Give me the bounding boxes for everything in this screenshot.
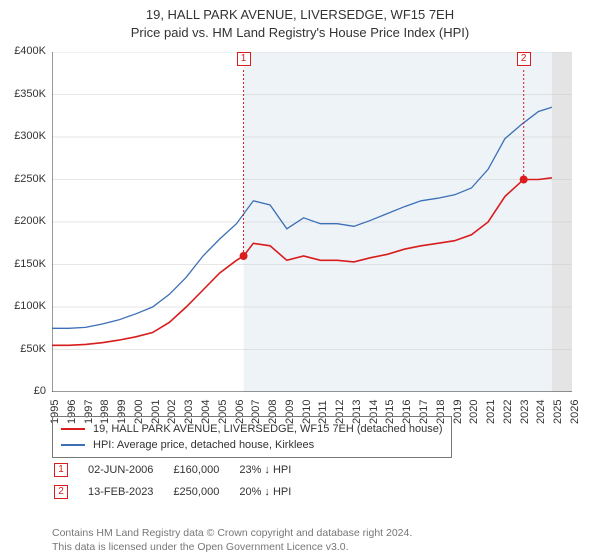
x-axis-tick-label: 2020 — [468, 400, 480, 424]
y-axis-tick-label: £250K — [2, 173, 46, 185]
y-axis-tick-label: £200K — [2, 215, 46, 227]
chart-title: 19, HALL PARK AVENUE, LIVERSEDGE, WF15 7… — [0, 0, 600, 42]
chart-area: £0£50K£100K£150K£200K£250K£300K£350K£400… — [52, 52, 572, 392]
legend-label: 19, HALL PARK AVENUE, LIVERSEDGE, WF15 7… — [93, 423, 443, 435]
legend: 19, HALL PARK AVENUE, LIVERSEDGE, WF15 7… — [52, 416, 452, 458]
chart-marker-label: 1 — [237, 52, 251, 66]
marker-number-box: 2 — [54, 485, 68, 499]
marker-delta: 23% ↓ HPI — [239, 460, 309, 480]
marker-price: £250,000 — [173, 482, 237, 502]
x-axis-tick-label: 2023 — [519, 400, 531, 424]
x-axis-tick-label: 2019 — [452, 400, 464, 424]
footer-line: Contains HM Land Registry data © Crown c… — [52, 526, 412, 540]
table-row: 2 13-FEB-2023 £250,000 20% ↓ HPI — [54, 482, 309, 502]
line-chart — [52, 52, 572, 392]
y-axis-tick-label: £50K — [2, 343, 46, 355]
footer-attribution: Contains HM Land Registry data © Crown c… — [52, 526, 412, 554]
y-axis-tick-label: £150K — [2, 258, 46, 270]
marker-date: 02-JUN-2006 — [88, 460, 171, 480]
marker-table: 1 02-JUN-2006 £160,000 23% ↓ HPI 2 13-FE… — [52, 458, 311, 504]
x-axis-tick-label: 2022 — [502, 400, 514, 424]
chart-marker-label: 2 — [517, 52, 531, 66]
footer-line: This data is licensed under the Open Gov… — [52, 540, 412, 554]
legend-item: HPI: Average price, detached house, Kirk… — [61, 437, 443, 453]
marker-delta: 20% ↓ HPI — [239, 482, 309, 502]
y-axis-tick-label: £0 — [2, 385, 46, 397]
legend-swatch — [61, 428, 85, 430]
title-subtitle: Price paid vs. HM Land Registry's House … — [0, 24, 600, 42]
y-axis-tick-label: £350K — [2, 88, 46, 100]
marker-date: 13-FEB-2023 — [88, 482, 171, 502]
table-row: 1 02-JUN-2006 £160,000 23% ↓ HPI — [54, 460, 309, 480]
marker-number-box: 1 — [54, 463, 68, 477]
x-axis-tick-label: 2021 — [485, 400, 497, 424]
legend-item: 19, HALL PARK AVENUE, LIVERSEDGE, WF15 7… — [61, 421, 443, 437]
y-axis-tick-label: £400K — [2, 45, 46, 57]
legend-swatch — [61, 444, 85, 445]
marker-price: £160,000 — [173, 460, 237, 480]
y-axis-tick-label: £100K — [2, 300, 46, 312]
y-axis-tick-label: £300K — [2, 130, 46, 142]
x-axis-tick-label: 2025 — [552, 400, 564, 424]
x-axis-tick-label: 2026 — [569, 400, 581, 424]
legend-label: HPI: Average price, detached house, Kirk… — [93, 439, 314, 451]
title-address: 19, HALL PARK AVENUE, LIVERSEDGE, WF15 7… — [0, 6, 600, 24]
x-axis-tick-label: 2024 — [535, 400, 547, 424]
